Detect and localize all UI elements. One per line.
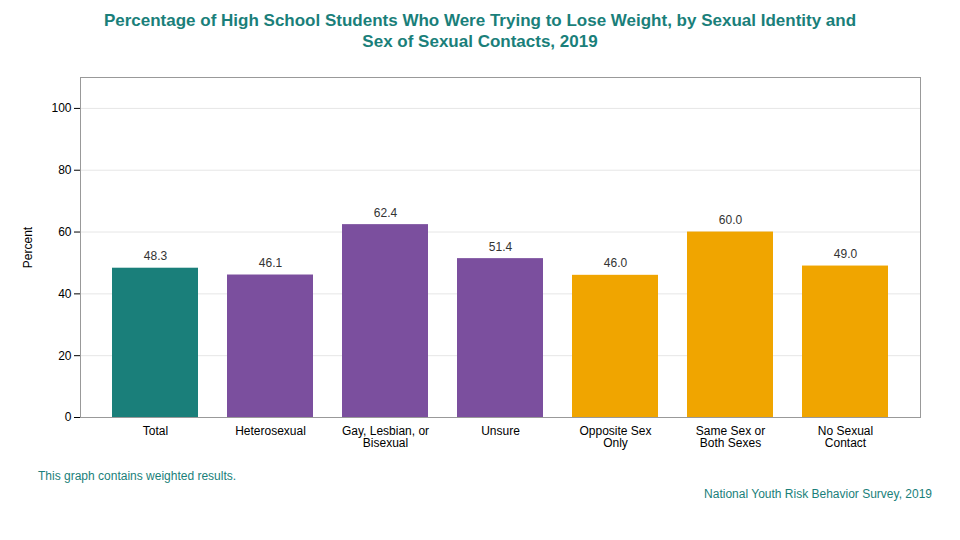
- svg-text:60.0: 60.0: [719, 213, 743, 227]
- svg-text:Heterosexual: Heterosexual: [235, 424, 306, 438]
- html-text:National Youth Risk Behavior S: National Youth Risk Behavior Survey, 201…: [704, 486, 932, 501]
- svg-text:Opposite SexOnly: Opposite SexOnly: [579, 424, 651, 450]
- svg-text:46.1: 46.1: [259, 256, 283, 270]
- svg-text:Same Sex orBoth Sexes: Same Sex orBoth Sexes: [696, 424, 765, 450]
- svg-text:51.4: 51.4: [489, 239, 513, 253]
- svg-text:80: 80: [58, 163, 72, 177]
- svg-text:No SexualContact: No SexualContact: [818, 424, 873, 450]
- svg-text:Total: Total: [143, 424, 168, 438]
- svg-text:Unsure: Unsure: [481, 424, 520, 438]
- svg-text:100: 100: [51, 101, 71, 115]
- svg-text:40: 40: [58, 286, 72, 300]
- svg-text:Percent: Percent: [21, 226, 35, 268]
- html-text:Percentage of High School Stud: Percentage of High School Students Who W…: [103, 11, 857, 30]
- svg-text:46.0: 46.0: [604, 256, 628, 270]
- svg-text:48.3: 48.3: [144, 249, 168, 263]
- svg-text:62.4: 62.4: [374, 205, 398, 219]
- svg-text:49.0: 49.0: [834, 247, 858, 261]
- html-text:Sex of Sexual Contacts, 2019: Sex of Sexual Contacts, 2019: [362, 32, 598, 52]
- svg-text:0: 0: [65, 410, 72, 424]
- svg-text:20: 20: [58, 348, 72, 362]
- svg-text:60: 60: [58, 224, 72, 238]
- html-text:This graph contains weighted r: This graph contains weighted results.: [38, 468, 237, 483]
- svg-text:Gay, Lesbian, orBisexual: Gay, Lesbian, orBisexual: [342, 424, 429, 450]
